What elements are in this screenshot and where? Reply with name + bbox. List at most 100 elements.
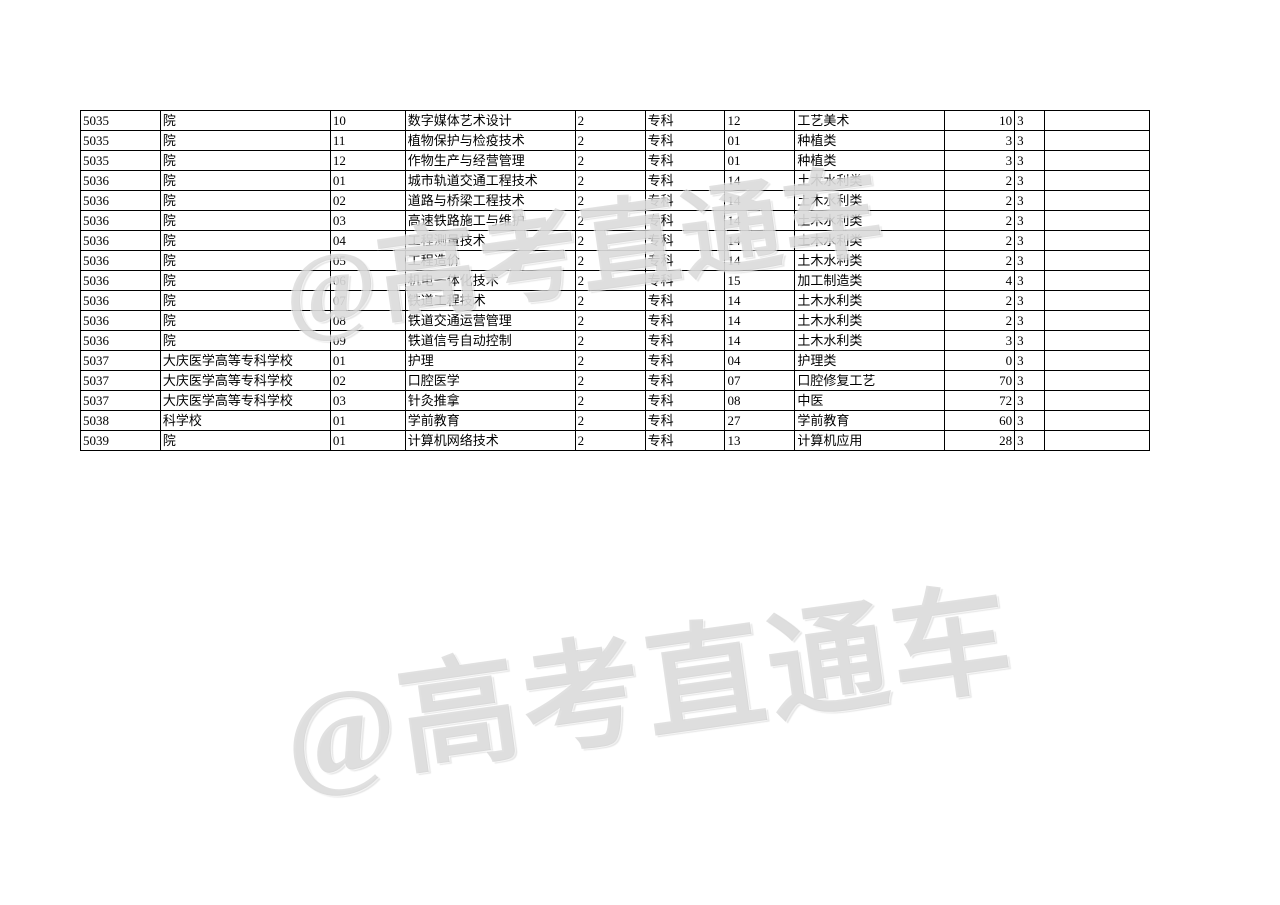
cell-n4: 3 xyxy=(1015,351,1045,371)
cell-n1: 2 xyxy=(575,171,645,191)
cell-code: 5035 xyxy=(81,131,161,151)
cell-cat: 土木水利类 xyxy=(795,211,945,231)
cell-num: 10 xyxy=(330,111,405,131)
cell-school: 院 xyxy=(160,151,330,171)
cell-cat: 土木水利类 xyxy=(795,251,945,271)
cell-cat: 土木水利类 xyxy=(795,311,945,331)
cell-n4: 3 xyxy=(1015,371,1045,391)
cell-n2: 14 xyxy=(725,171,795,191)
cell-school: 院 xyxy=(160,231,330,251)
cell-cat: 土木水利类 xyxy=(795,291,945,311)
cell-last xyxy=(1045,411,1150,431)
cell-level: 专科 xyxy=(645,131,725,151)
cell-code: 5036 xyxy=(81,311,161,331)
cell-n4: 3 xyxy=(1015,291,1045,311)
cell-school: 院 xyxy=(160,331,330,351)
table-body: 5035院10数字媒体艺术设计2专科12工艺美术1035035院11植物保护与检… xyxy=(81,111,1150,451)
cell-n3: 2 xyxy=(945,311,1015,331)
cell-level: 专科 xyxy=(645,371,725,391)
cell-code: 5036 xyxy=(81,191,161,211)
cell-level: 专科 xyxy=(645,111,725,131)
cell-major: 数字媒体艺术设计 xyxy=(405,111,575,131)
cell-num: 06 xyxy=(330,271,405,291)
cell-code: 5036 xyxy=(81,211,161,231)
cell-num: 02 xyxy=(330,371,405,391)
cell-code: 5037 xyxy=(81,391,161,411)
cell-code: 5036 xyxy=(81,331,161,351)
cell-num: 01 xyxy=(330,351,405,371)
cell-n1: 2 xyxy=(575,411,645,431)
table-row: 5036院02道路与桥梁工程技术2专科14土木水利类23 xyxy=(81,191,1150,211)
cell-cat: 学前教育 xyxy=(795,411,945,431)
cell-code: 5036 xyxy=(81,291,161,311)
cell-major: 工程测量技术 xyxy=(405,231,575,251)
cell-num: 07 xyxy=(330,291,405,311)
cell-n2: 12 xyxy=(725,111,795,131)
cell-school: 大庆医学高等专科学校 xyxy=(160,371,330,391)
cell-num: 09 xyxy=(330,331,405,351)
cell-n3: 10 xyxy=(945,111,1015,131)
cell-school: 院 xyxy=(160,311,330,331)
cell-code: 5035 xyxy=(81,151,161,171)
cell-cat: 计算机应用 xyxy=(795,431,945,451)
cell-major: 口腔医学 xyxy=(405,371,575,391)
cell-n3: 2 xyxy=(945,171,1015,191)
cell-code: 5036 xyxy=(81,171,161,191)
cell-n1: 2 xyxy=(575,431,645,451)
cell-cat: 土木水利类 xyxy=(795,171,945,191)
cell-school: 院 xyxy=(160,211,330,231)
cell-num: 03 xyxy=(330,391,405,411)
table-row: 5037大庆医学高等专科学校01护理2专科04护理类03 xyxy=(81,351,1150,371)
table-row: 5035院12作物生产与经营管理2专科01种植类33 xyxy=(81,151,1150,171)
table-row: 5036院01城市轨道交通工程技术2专科14土木水利类23 xyxy=(81,171,1150,191)
cell-n3: 3 xyxy=(945,131,1015,151)
cell-cat: 土木水利类 xyxy=(795,191,945,211)
cell-last xyxy=(1045,231,1150,251)
cell-major: 计算机网络技术 xyxy=(405,431,575,451)
cell-major: 工程造价 xyxy=(405,251,575,271)
cell-level: 专科 xyxy=(645,151,725,171)
table-row: 5036院05工程造价2专科14土木水利类23 xyxy=(81,251,1150,271)
cell-num: 05 xyxy=(330,251,405,271)
cell-last xyxy=(1045,311,1150,331)
cell-n4: 3 xyxy=(1015,271,1045,291)
cell-cat: 种植类 xyxy=(795,151,945,171)
cell-n4: 3 xyxy=(1015,411,1045,431)
cell-n4: 3 xyxy=(1015,111,1045,131)
cell-n1: 2 xyxy=(575,111,645,131)
cell-n2: 14 xyxy=(725,251,795,271)
cell-school: 院 xyxy=(160,111,330,131)
cell-last xyxy=(1045,431,1150,451)
cell-n3: 4 xyxy=(945,271,1015,291)
data-table-container: 5035院10数字媒体艺术设计2专科12工艺美术1035035院11植物保护与检… xyxy=(80,110,1150,451)
cell-code: 5036 xyxy=(81,271,161,291)
cell-major: 护理 xyxy=(405,351,575,371)
cell-level: 专科 xyxy=(645,411,725,431)
cell-last xyxy=(1045,351,1150,371)
cell-level: 专科 xyxy=(645,171,725,191)
cell-n3: 2 xyxy=(945,251,1015,271)
cell-cat: 工艺美术 xyxy=(795,111,945,131)
table-row: 5037大庆医学高等专科学校02口腔医学2专科07口腔修复工艺703 xyxy=(81,371,1150,391)
cell-n4: 3 xyxy=(1015,211,1045,231)
cell-school: 院 xyxy=(160,131,330,151)
cell-n4: 3 xyxy=(1015,191,1045,211)
cell-level: 专科 xyxy=(645,391,725,411)
cell-n4: 3 xyxy=(1015,131,1045,151)
cell-n1: 2 xyxy=(575,211,645,231)
cell-n1: 2 xyxy=(575,131,645,151)
cell-n3: 72 xyxy=(945,391,1015,411)
table-row: 5035院10数字媒体艺术设计2专科12工艺美术103 xyxy=(81,111,1150,131)
cell-major: 铁道交通运营管理 xyxy=(405,311,575,331)
cell-num: 12 xyxy=(330,151,405,171)
table-row: 5036院09铁道信号自动控制2专科14土木水利类33 xyxy=(81,331,1150,351)
cell-cat: 种植类 xyxy=(795,131,945,151)
cell-last xyxy=(1045,271,1150,291)
cell-last xyxy=(1045,111,1150,131)
cell-school: 院 xyxy=(160,171,330,191)
cell-n3: 2 xyxy=(945,211,1015,231)
cell-n2: 01 xyxy=(725,131,795,151)
cell-school: 院 xyxy=(160,431,330,451)
cell-n2: 15 xyxy=(725,271,795,291)
cell-n4: 3 xyxy=(1015,231,1045,251)
